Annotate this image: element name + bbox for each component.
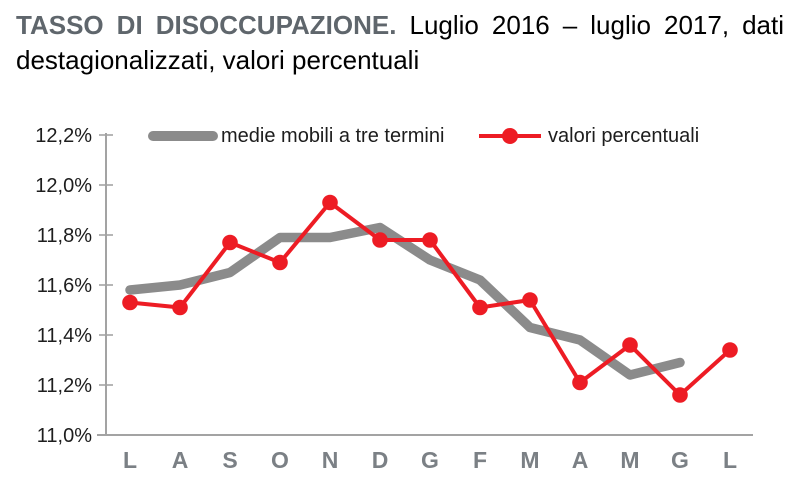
x-tick-label: G bbox=[421, 447, 439, 473]
y-tick-label: 11,8% bbox=[37, 225, 92, 247]
data-point-marker bbox=[322, 194, 338, 211]
data-point-marker bbox=[622, 337, 638, 353]
x-tick-label: M bbox=[620, 447, 639, 473]
data-point-marker bbox=[372, 232, 388, 248]
y-tick-label: 11,0% bbox=[37, 425, 92, 447]
data-point-marker bbox=[222, 234, 238, 251]
y-tick-label: 11,2% bbox=[37, 375, 92, 397]
data-point-marker bbox=[472, 299, 488, 316]
chart-title-line1: TASSO DI DISOCCUPAZIONE. Luglio 2016 – l… bbox=[16, 8, 784, 43]
x-tick-label: L bbox=[123, 447, 137, 473]
x-tick-label: D bbox=[372, 447, 389, 473]
y-tick-label: 11,6% bbox=[37, 275, 92, 297]
red-dot-icon bbox=[502, 128, 518, 144]
chart-title: TASSO DI DISOCCUPAZIONE. Luglio 2016 – l… bbox=[16, 8, 784, 78]
data-point-marker bbox=[122, 294, 138, 311]
x-tick-label: S bbox=[222, 447, 237, 473]
x-tick-label: L bbox=[723, 447, 737, 473]
data-point-marker bbox=[272, 254, 288, 271]
legend-label-moving-average: medie mobili a tre termini bbox=[221, 124, 445, 147]
red-line-marker-swatch-icon bbox=[479, 127, 541, 145]
chart-title-emphasis: TASSO DI DISOCCUPAZIONE. bbox=[16, 10, 397, 40]
series-line-moving-average bbox=[125, 222, 685, 380]
data-point-marker bbox=[522, 292, 538, 308]
chart-legend: medie mobili a tre termini valori percen… bbox=[0, 123, 800, 149]
x-tick-label: A bbox=[172, 447, 189, 473]
data-point-marker bbox=[672, 387, 688, 403]
data-point-marker bbox=[172, 299, 188, 316]
legend-item-moving-average: medie mobili a tre termini bbox=[148, 123, 444, 149]
y-tick-label: 12,0% bbox=[35, 175, 92, 197]
chart-title-line2: destagionalizzati, valori percentuali bbox=[16, 45, 420, 75]
x-tick-label: N bbox=[322, 447, 339, 473]
gray-line-swatch-icon bbox=[148, 131, 218, 141]
series-line-values bbox=[129, 200, 732, 397]
x-tick-label: F bbox=[473, 447, 487, 473]
data-point-marker bbox=[722, 342, 738, 358]
x-tick-label: A bbox=[572, 447, 589, 473]
chart-title-subtitle: Luglio 2016 – luglio 2017, dati bbox=[396, 10, 784, 40]
x-tick-label: O bbox=[271, 447, 289, 473]
legend-label-values: valori percentuali bbox=[548, 124, 700, 147]
data-point-marker bbox=[422, 232, 438, 248]
y-tick-label: 12,2% bbox=[35, 125, 92, 147]
legend-item-values: valori percentuali bbox=[479, 123, 699, 149]
y-tick-label: 11,4% bbox=[37, 325, 92, 347]
x-tick-label: M bbox=[520, 447, 539, 473]
x-tick-label: G bbox=[671, 447, 689, 473]
data-point-marker bbox=[572, 374, 588, 391]
